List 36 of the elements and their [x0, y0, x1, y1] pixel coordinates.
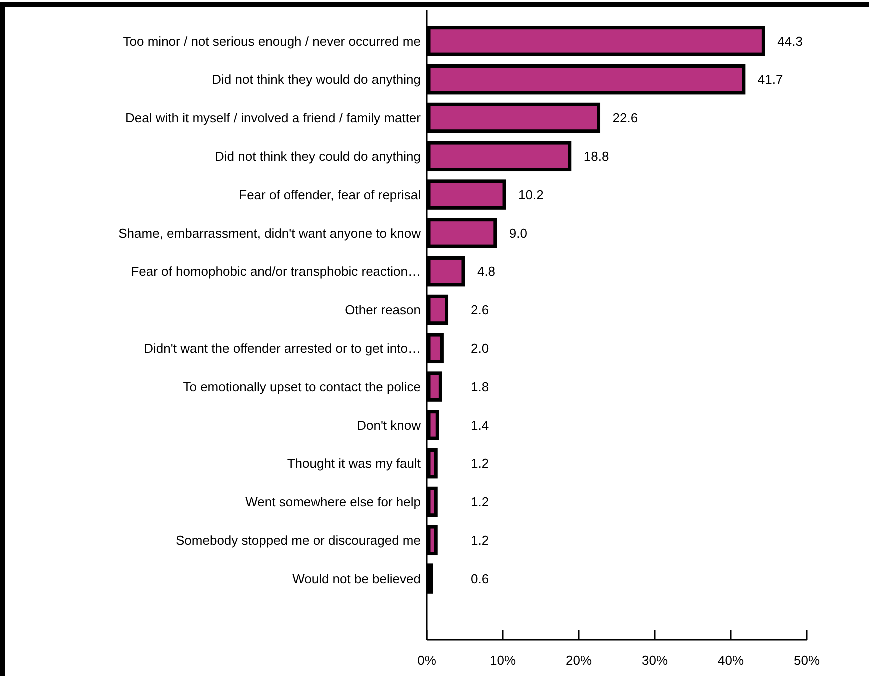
- data-label: 1.4: [471, 418, 490, 433]
- data-label: 1.8: [471, 379, 490, 394]
- data-label: 44.3: [778, 34, 803, 49]
- data-label: 1.2: [471, 494, 490, 510]
- y-tick-label: Other reason: [345, 302, 421, 318]
- x-tick-label: 0%: [418, 653, 437, 668]
- y-tick-label: Thought it was my fault: [287, 456, 422, 472]
- y-tick-label: Would not be believed: [292, 571, 421, 586]
- x-tick-label: 20%: [566, 653, 592, 668]
- data-label: 2.0: [471, 340, 490, 356]
- y-tick-label: Somebody stopped me or discouraged me: [176, 532, 421, 548]
- data-label: 2.6: [471, 302, 490, 318]
- x-tick-label: 30%: [642, 653, 668, 668]
- data-label: 22.6: [612, 110, 638, 126]
- y-tick-label: Didn't want the offender arrested or to get into…: [144, 340, 421, 356]
- y-tick-label: Did not think they would do anything: [212, 72, 421, 88]
- data-label: 10.2: [518, 187, 544, 202]
- y-tick-label: Fear of homophobic and/or transphobic reaction…: [131, 264, 421, 280]
- y-tick-label: Did not think they could do anything: [215, 148, 421, 164]
- y-tick-label: Too minor / not serious enough / never occurred me: [123, 34, 421, 49]
- y-tick-label: Don't know: [357, 418, 422, 433]
- x-tick-label: 10%: [490, 653, 516, 668]
- y-tick-label: Shame, embarrassment, didn't want anyone to know: [118, 226, 422, 241]
- data-label: 0.6: [471, 571, 490, 586]
- x-tick-label: 50%: [794, 653, 820, 668]
- x-tick-label: 40%: [718, 653, 744, 668]
- data-label: 9.0: [509, 226, 528, 241]
- y-tick-label: Deal with it myself / involved a friend / family matter: [126, 110, 422, 126]
- y-tick-label: To emotionally upset to contact the police: [183, 379, 421, 394]
- y-tick-label: Fear of offender, fear of reprisal: [239, 187, 422, 202]
- data-label: 1.2: [471, 456, 490, 472]
- data-label: 18.8: [584, 148, 610, 164]
- y-tick-label: Went somewhere else for help: [246, 494, 421, 510]
- data-label: 41.7: [758, 72, 784, 88]
- data-label: 4.8: [477, 264, 496, 280]
- data-label: 1.2: [471, 532, 490, 548]
